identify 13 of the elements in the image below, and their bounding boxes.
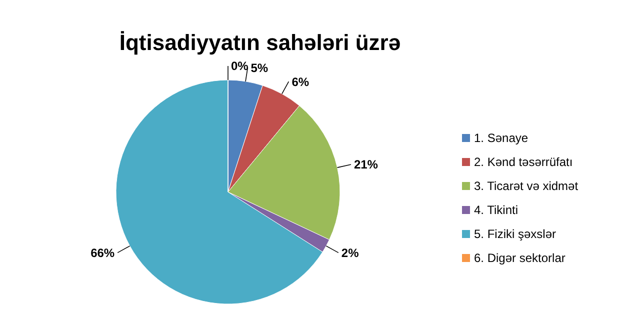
legend-label: 3. Ticarət və xidmət	[474, 179, 579, 194]
legend-label: 6. Digər sektorlar	[474, 251, 566, 266]
data-label: 6%	[292, 74, 310, 89]
chart-title: İqtisadiyyatın sahələri üzrə	[119, 30, 401, 55]
legend-label: 4. Tikinti	[474, 203, 518, 218]
legend-label: 2. Kənd təsərrüfatı	[474, 155, 573, 170]
legend-label: 1. Sənaye	[474, 131, 528, 146]
data-label: 2%	[341, 246, 360, 260]
legend-label: 5. Fiziki şəxslər	[474, 227, 556, 242]
data-label: 66%	[90, 246, 115, 260]
data-label: 5%	[250, 60, 268, 75]
data-label: 21%	[354, 158, 378, 172]
text: 0%	[231, 59, 248, 74]
